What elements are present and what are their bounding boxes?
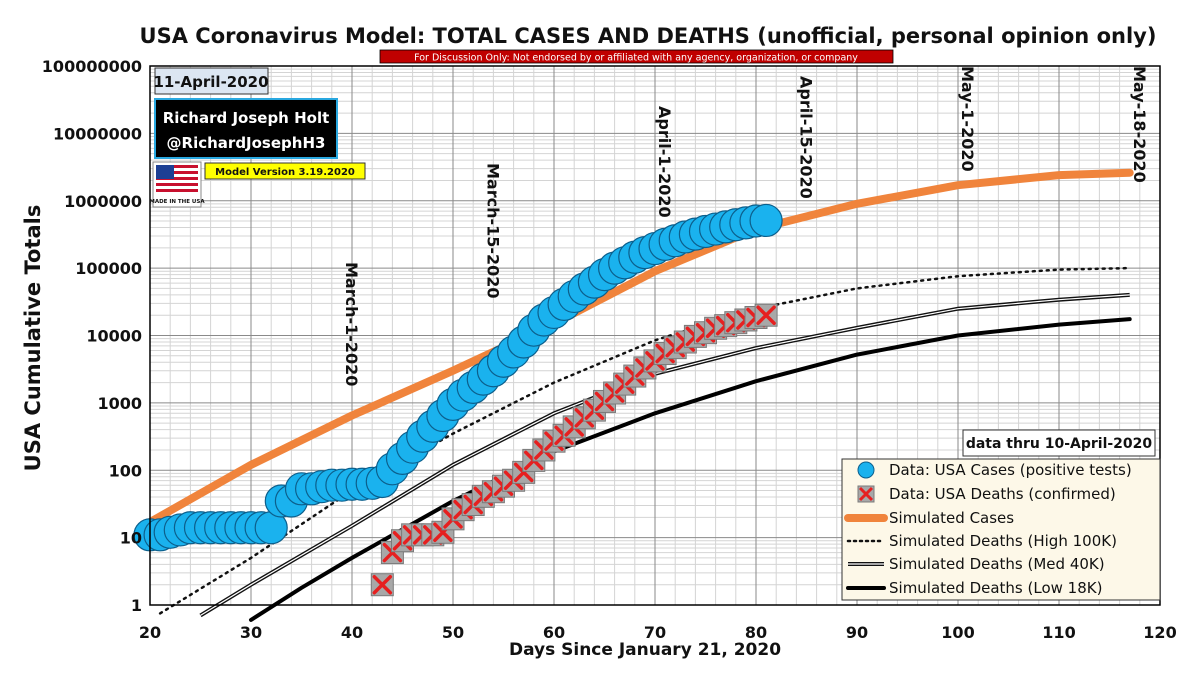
- series-line: [146, 168, 1134, 527]
- disclaimer-banner: [379, 49, 894, 64]
- x-tick-label: 70: [644, 623, 666, 642]
- x-tick-label: 40: [341, 623, 363, 642]
- x-tick-labels: 20 30 40 50 60 70 80 90 100 110 120: [139, 623, 1177, 642]
- x-tick-label: 30: [240, 623, 262, 642]
- disclaimer-text: For Discussion Only: Not endorsed by or …: [414, 53, 858, 64]
- y-axis-label: USA Cumulative Totals: [21, 205, 45, 472]
- date-badge-box: [154, 67, 269, 95]
- x-tick-label: 80: [745, 623, 767, 642]
- date-marker-label: April-1-2020: [655, 106, 674, 218]
- legend-symbol-circle: [857, 461, 875, 479]
- flag-icon: MADE IN THE USA: [149, 161, 205, 208]
- y-tick-label: 100000: [75, 259, 142, 278]
- legend-label: Simulated Deaths (High 100K): [889, 532, 1117, 550]
- x-tick-label: 120: [1143, 623, 1176, 642]
- data-thru-box: [962, 429, 1156, 457]
- legend: Data: USA Cases (positive tests) Data: US…: [841, 458, 1161, 601]
- date-marker-label: April-15-2020: [797, 76, 816, 199]
- legend-label: Data: USA Deaths (confirmed): [889, 485, 1116, 503]
- legend-box: [841, 458, 1161, 601]
- x-tick-label: 110: [1042, 623, 1075, 642]
- plot-border: [149, 65, 1161, 606]
- series-line: [249, 317, 1132, 622]
- date-marker-label: March-15-2020: [483, 163, 502, 299]
- date-marker-label: May-1-2020: [958, 66, 977, 172]
- author-box: [154, 98, 338, 159]
- y-tick-label: 10: [120, 529, 142, 548]
- chart-title: USA Coronavirus Model: TOTAL CASES AND D…: [140, 24, 1157, 48]
- series-layer: [133, 168, 1134, 622]
- data-thru: data thru 10-April-2020: [966, 436, 1153, 452]
- legend-label: Simulated Deaths (Low 18K): [889, 579, 1102, 597]
- model-version-box: [204, 162, 366, 180]
- y-tick-label: 1: [131, 596, 142, 615]
- y-tick-labels: 1 10 100 1000 10000 100000 1000000 10000000 1000…: [42, 57, 142, 615]
- date-badge: 11-April-2020: [153, 73, 268, 91]
- death-point-x: [756, 305, 776, 325]
- date-markers: March-1-2020 March-15-2020 April-1-2020 Apr…: [342, 66, 1149, 386]
- date-marker-label: May-18-2020: [1130, 66, 1149, 183]
- x-axis-label: Days Since January 21, 2020: [509, 640, 781, 660]
- y-tick-label: 100000000: [42, 57, 142, 76]
- y-tick-label: 100: [109, 461, 142, 480]
- y-tick-label: 10000000: [53, 124, 142, 143]
- y-tick-label: 1000000: [64, 192, 142, 211]
- x-tick-label: 100: [941, 623, 974, 642]
- y-tick-label: 1000: [97, 394, 142, 413]
- author-name: Richard Joseph Holt: [163, 109, 330, 127]
- case-point: [749, 203, 783, 238]
- date-marker-label: March-1-2020: [342, 262, 361, 386]
- model-version: Model Version 3.19.2020: [215, 167, 355, 178]
- x-tick-label: 20: [139, 623, 161, 642]
- flag-text: MADE IN THE USA: [149, 199, 205, 205]
- legend-label: Data: USA Cases (positive tests): [889, 461, 1132, 479]
- y-tick-label: 10000: [86, 327, 142, 346]
- death-point: [754, 303, 778, 327]
- legend-label: Simulated Deaths (Med 40K): [889, 555, 1105, 573]
- author-handle: @RichardJosephH3: [167, 134, 326, 152]
- x-tick-label: 90: [846, 623, 868, 642]
- x-tick-label: 50: [442, 623, 464, 642]
- legend-symbol-x: [858, 486, 874, 502]
- series-line-dotted: [158, 266, 1131, 615]
- death-point: [370, 573, 394, 597]
- legend-label: Simulated Cases: [889, 509, 1014, 527]
- x-tick-label: 60: [543, 623, 565, 642]
- death-point-x: [372, 574, 393, 595]
